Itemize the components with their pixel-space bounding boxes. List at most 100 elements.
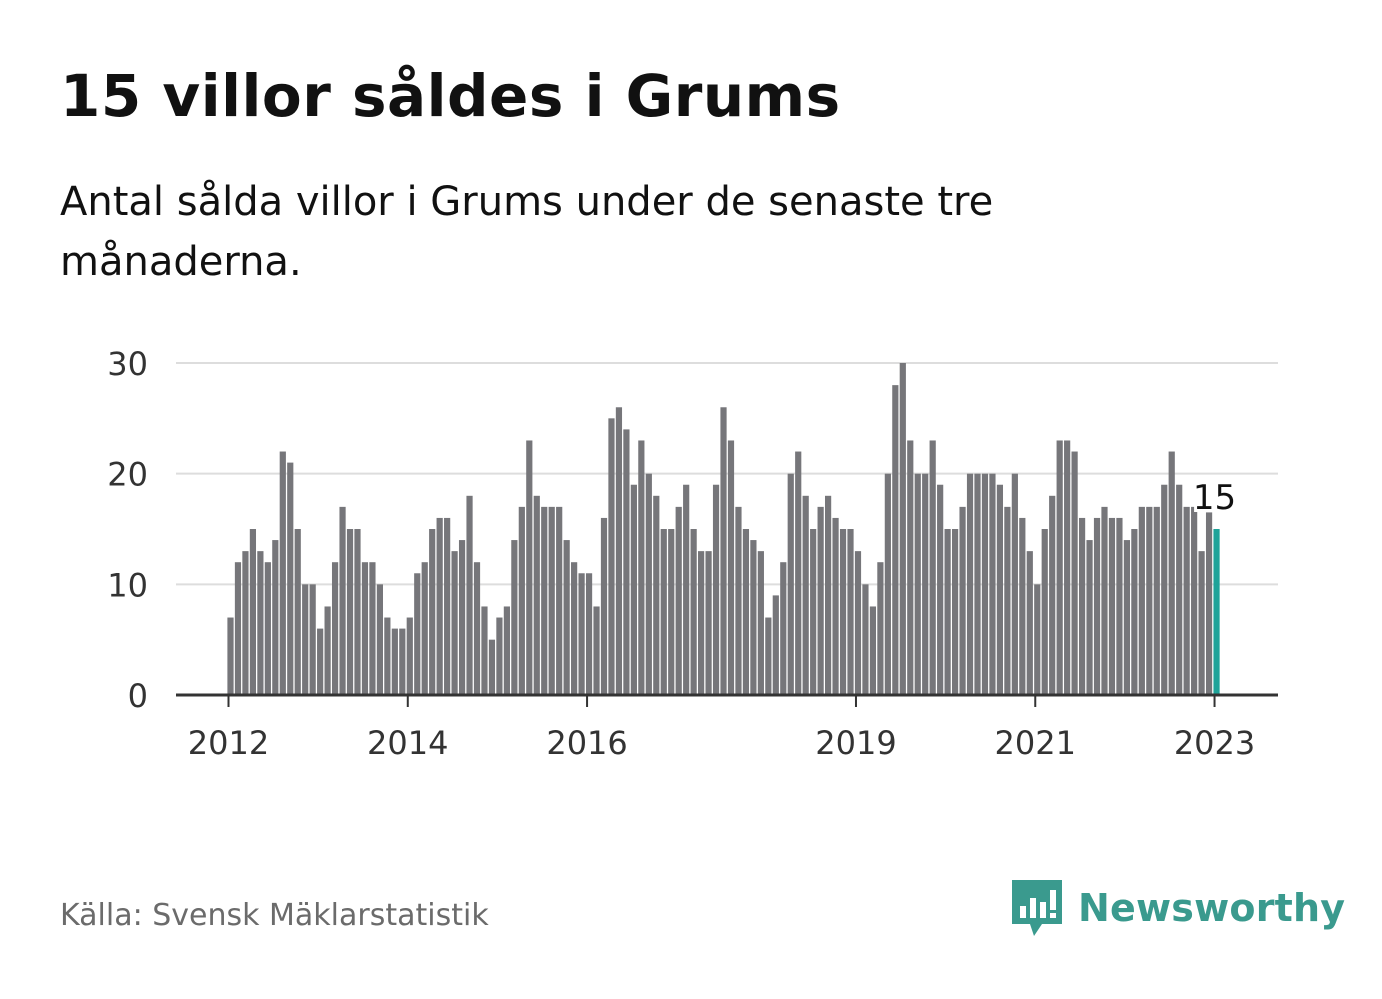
bar [518,506,525,695]
bar [735,506,742,695]
bar [511,540,518,695]
bar [825,495,832,695]
bar [1026,551,1033,695]
bar [541,506,548,695]
bar [1011,473,1018,695]
bar [1108,517,1116,695]
bar [227,617,234,695]
bar [1168,451,1175,695]
highlight-value-label: 15 [1193,478,1236,518]
bar [727,440,735,695]
bar [1183,506,1190,695]
bar [458,540,466,695]
bar [294,529,301,695]
bar [556,506,563,695]
bar [623,429,630,695]
bar [854,551,862,695]
x-tick-label: 2016 [546,724,627,762]
bar [1056,440,1063,695]
brand-logo: Newsworthy [1010,878,1345,938]
bar [391,628,398,695]
bar [929,440,936,695]
bar [996,484,1004,695]
bar [817,506,824,695]
bar [421,562,428,695]
bar [1019,517,1026,695]
bar [899,363,906,695]
bar [1034,584,1041,695]
bar [907,440,914,695]
bar [585,573,593,695]
bar [787,473,794,695]
bar [922,473,929,695]
bar [264,562,271,695]
bar [1191,506,1198,695]
bar [1153,506,1160,695]
bar [1198,551,1205,695]
bar [847,529,854,695]
bar [376,584,383,695]
bar [608,418,615,695]
value-labels: 15 [1190,475,1239,521]
bar [399,628,406,695]
chart-subtitle: Antal sålda villor i Grums under de sena… [60,179,994,285]
bar [675,506,682,695]
bar [944,529,951,695]
bar [279,451,286,695]
bar [1064,440,1071,695]
bar [892,385,899,695]
bar [683,484,690,695]
brand-name: Newsworthy [1078,886,1346,930]
bar [937,484,944,695]
bar [466,495,473,695]
bar [705,551,712,695]
bar [742,529,750,695]
bar [324,606,331,695]
bar [414,573,421,695]
bar [287,462,294,695]
x-tick-label: 2019 [815,724,896,762]
bar [802,495,809,695]
bar [1093,517,1101,695]
bar-chart: 0 10 20 30 2012 2014 2016 2019 2021 2023 15 [107,345,1278,762]
bar [690,529,697,695]
bar [600,517,608,695]
bar [317,628,324,695]
bar [578,573,585,695]
bar [1161,484,1168,695]
bar [914,473,921,695]
bar [1049,495,1056,695]
bar [571,562,578,695]
bar [772,595,779,695]
bar [309,584,316,695]
bar [1176,484,1183,695]
bar [660,529,667,695]
bar [638,440,645,695]
bar [750,540,757,695]
bar [780,562,787,695]
bar [339,506,346,695]
bar [712,484,720,695]
bar [832,517,839,695]
source-note: Källa: Svensk Mäklarstatistik [60,898,489,933]
bar [451,551,458,695]
bar [795,451,802,695]
x-tick-label: 2014 [367,724,448,762]
bar [361,562,369,695]
chart-title: 15 villor såldes i Grums [60,62,841,130]
bar [1138,506,1145,695]
bar [869,606,877,695]
highlight-bar [1213,529,1220,695]
bar [593,606,600,695]
y-tick-label: 10 [107,566,148,604]
bar [1101,506,1108,695]
bar [884,473,891,695]
bar [951,529,959,695]
bar [1041,529,1048,695]
bar [429,529,436,695]
bar [645,473,652,695]
bar [242,551,249,695]
bar [1123,540,1130,695]
bar [698,551,705,695]
newsworthy-logo-icon [1012,880,1062,936]
